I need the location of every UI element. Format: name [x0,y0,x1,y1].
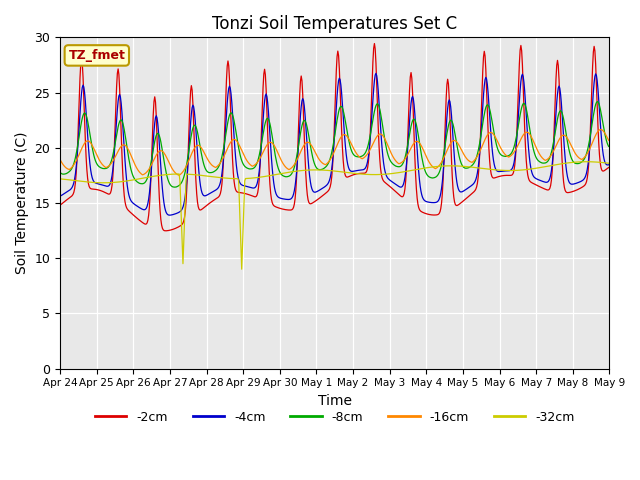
X-axis label: Time: Time [318,394,352,408]
-4cm [166,212,174,218]
-4cm [208,189,216,195]
-32cm [56,176,64,182]
-8cm [418,154,426,160]
-8cm [208,169,216,175]
Legend: -2cm, -4cm, -8cm, -16cm, -32cm: -2cm, -4cm, -8cm, -16cm, -32cm [90,406,580,429]
-32cm [418,166,426,171]
-8cm [179,177,187,182]
-16cm [402,155,410,161]
-4cm [403,161,410,167]
-2cm [419,209,426,215]
-16cm [605,137,612,143]
-2cm [66,194,74,200]
-4cm [605,162,612,168]
Line: -2cm: -2cm [60,44,609,231]
-32cm [402,168,410,174]
-8cm [56,169,64,175]
-2cm [605,165,612,170]
-16cm [56,157,64,163]
-32cm [179,240,186,246]
-4cm [372,71,380,76]
-8cm [605,144,612,149]
-4cm [123,176,131,182]
-16cm [179,169,187,175]
-16cm [418,144,426,149]
-2cm [179,220,187,226]
-8cm [123,141,131,147]
-32cm [66,177,74,183]
Text: TZ_fmet: TZ_fmet [68,49,125,62]
-8cm [402,152,410,158]
-2cm [161,228,169,234]
Line: -16cm: -16cm [60,130,609,175]
-2cm [123,204,131,210]
-2cm [208,199,216,204]
-16cm [175,172,183,178]
Y-axis label: Soil Temperature (C): Soil Temperature (C) [15,132,29,274]
-4cm [56,193,64,199]
Title: Tonzi Soil Temperatures Set C: Tonzi Soil Temperatures Set C [212,15,458,33]
-8cm [66,168,74,174]
-16cm [123,144,131,149]
-16cm [66,166,74,172]
-8cm [171,184,179,190]
-4cm [419,194,426,200]
Line: -8cm: -8cm [60,102,609,187]
-16cm [597,127,605,132]
-32cm [582,159,590,165]
-4cm [179,204,187,210]
-2cm [371,41,378,47]
-2cm [403,166,410,171]
Line: -4cm: -4cm [60,73,609,215]
-16cm [208,162,216,168]
Line: -32cm: -32cm [60,162,609,269]
-32cm [605,160,612,166]
-32cm [123,178,131,184]
-2cm [56,202,64,208]
-32cm [238,266,246,272]
-8cm [593,99,601,105]
-32cm [207,174,215,180]
-4cm [66,187,74,192]
